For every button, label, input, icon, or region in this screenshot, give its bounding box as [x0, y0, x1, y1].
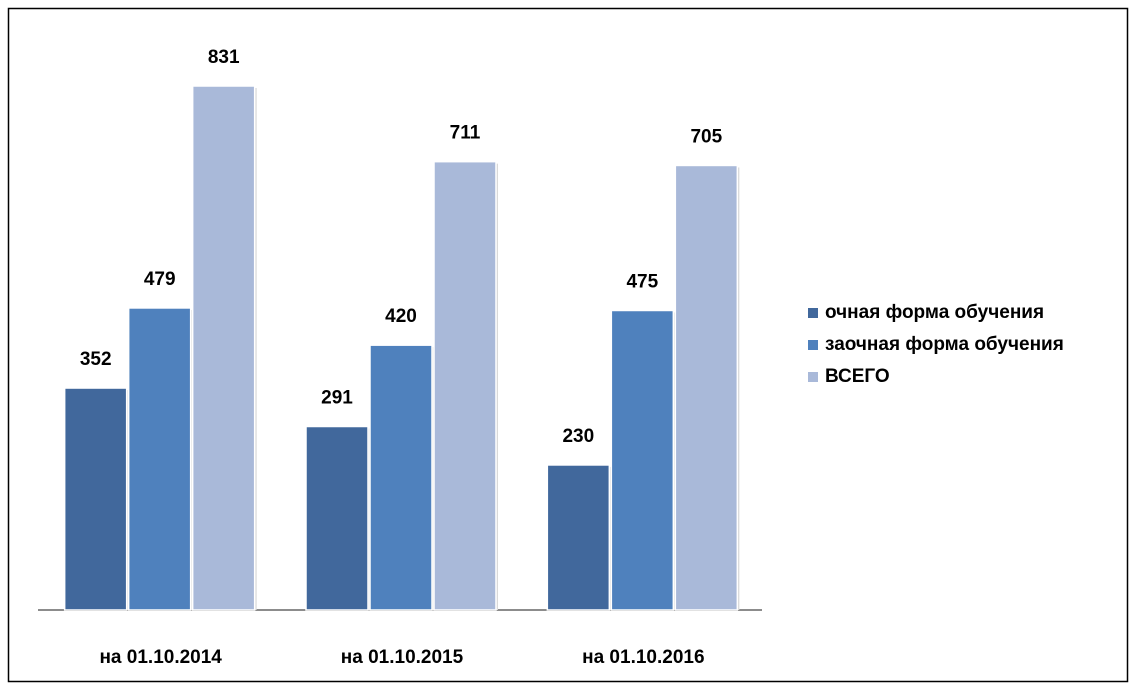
bar — [546, 464, 611, 611]
bar — [63, 387, 128, 611]
x-tick-label: на 01.10.2014 — [99, 647, 222, 668]
bar — [369, 344, 433, 611]
legend-label: ВСЕГО — [825, 366, 890, 387]
value-label: 230 — [562, 426, 594, 447]
value-label: 352 — [80, 349, 112, 370]
bar — [433, 160, 497, 611]
value-label: 831 — [208, 47, 240, 68]
legend-swatch — [808, 340, 818, 350]
bar — [127, 307, 192, 611]
legend-swatch — [808, 372, 818, 382]
x-tick-label: на 01.10.2015 — [341, 647, 464, 668]
value-label: 420 — [385, 306, 417, 327]
bar — [674, 164, 739, 611]
legend-label: заочная форма обучения — [825, 334, 1064, 355]
value-label: 711 — [450, 123, 481, 144]
bar — [610, 309, 675, 611]
bar — [305, 425, 369, 611]
bar — [191, 85, 256, 611]
legend-swatch — [808, 308, 818, 318]
value-label: 479 — [144, 269, 176, 290]
value-label: 705 — [690, 126, 722, 147]
legend-label: очная форма обучения — [825, 302, 1044, 323]
value-label: 291 — [321, 388, 353, 409]
value-label: 475 — [626, 271, 658, 292]
x-tick-label: на 01.10.2016 — [582, 647, 704, 668]
